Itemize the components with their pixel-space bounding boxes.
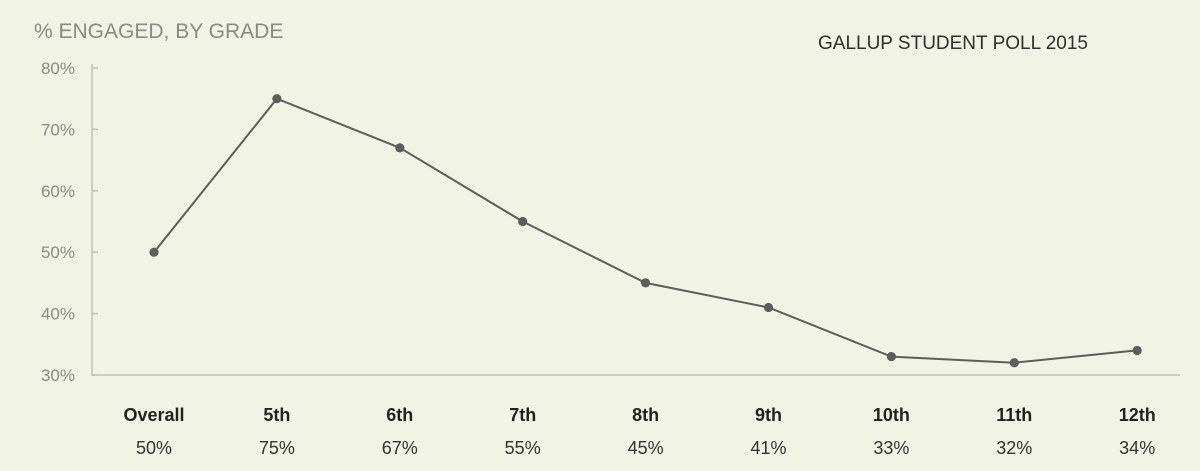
data-point: [272, 94, 282, 104]
axes: [91, 64, 1180, 376]
data-label: 55%: [505, 438, 541, 458]
data-label: 45%: [628, 438, 664, 458]
data-point: [1009, 358, 1019, 368]
y-tick-label: 70%: [41, 120, 75, 139]
y-ticks: 30% 40% 50% 60% 70% 80%: [41, 59, 98, 385]
data-labels: 50% 75% 67% 55% 45% 41% 33% 32% 34%: [136, 438, 1155, 458]
data-label: 50%: [136, 438, 172, 458]
y-tick-label: 40%: [41, 305, 75, 324]
y-axis-title: % ENGAGED, BY GRADE: [34, 20, 283, 43]
chart-title: GALLUP STUDENT POLL 2015: [818, 33, 1088, 54]
data-label: 41%: [750, 438, 786, 458]
series-line: [153, 97, 1138, 364]
x-category-label: Overall: [123, 405, 184, 425]
data-label: 67%: [382, 438, 418, 458]
y-tick-label: 80%: [41, 59, 75, 78]
data-point: [518, 216, 528, 227]
x-category-label: 7th: [509, 405, 536, 425]
y-tick-label: 30%: [41, 366, 75, 385]
x-category-label: 8th: [632, 405, 659, 425]
x-category-label: 11th: [996, 405, 1032, 425]
x-category-label: 10th: [873, 405, 910, 425]
x-categories: Overall 5th 6th 7th 8th 9th 10th 11th 12th: [123, 405, 1155, 425]
data-point: [1132, 345, 1142, 356]
data-point: [149, 247, 159, 257]
data-label: 32%: [996, 438, 1032, 458]
data-point: [641, 278, 651, 288]
data-point: [886, 351, 897, 362]
data-point: [763, 302, 774, 313]
x-category-label: 9th: [755, 405, 782, 425]
data-label: 75%: [259, 438, 295, 458]
data-label: 34%: [1119, 438, 1155, 458]
y-tick-label: 60%: [41, 182, 75, 201]
x-category-label: 6th: [386, 405, 413, 425]
data-point: [395, 143, 405, 153]
y-tick-label: 50%: [41, 243, 75, 262]
data-label: 33%: [873, 438, 909, 458]
x-category-label: 12th: [1119, 405, 1156, 425]
series: [149, 94, 1142, 368]
x-category-label: 5th: [263, 405, 290, 425]
